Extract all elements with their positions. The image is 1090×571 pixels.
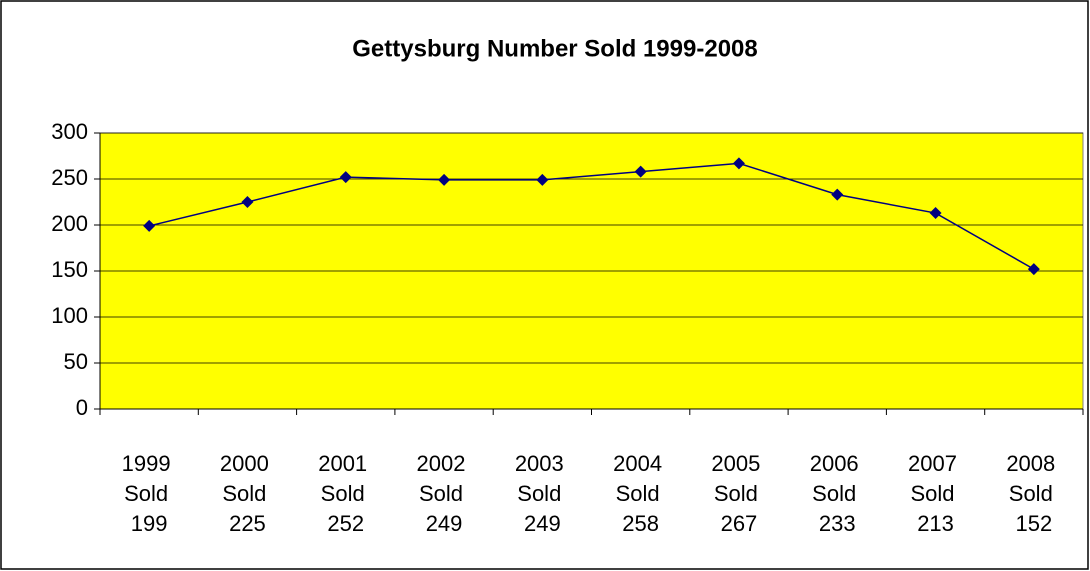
y-tick-label: 100 <box>51 303 88 328</box>
data-point <box>1027 263 1040 276</box>
data-point <box>438 173 451 186</box>
y-tick-label: 50 <box>64 349 88 374</box>
y-tick-label: 250 <box>51 165 88 190</box>
x-tick-label: 2000 Sold 225 <box>220 451 275 536</box>
data-point <box>536 173 549 186</box>
y-tick-label: 150 <box>51 257 88 282</box>
data-point <box>339 171 352 184</box>
data-point <box>732 157 745 170</box>
y-tick-label: 0 <box>76 395 88 420</box>
x-tick-label: 2008 Sold 152 <box>1006 451 1061 536</box>
data-point <box>831 188 844 201</box>
y-tick-label: 200 <box>51 211 88 236</box>
x-tick-label: 2007 Sold 213 <box>908 451 963 536</box>
x-tick-label: 2005 Sold 267 <box>711 451 766 536</box>
x-tick-label: 2004 Sold 258 <box>613 451 668 536</box>
x-tick-label: 1999 Sold 199 <box>122 451 177 536</box>
x-tick-label: 2002 Sold 249 <box>417 451 472 536</box>
series-line <box>148 162 1035 270</box>
data-point <box>929 207 942 220</box>
chart-title: Gettysburg Number Sold 1999-2008 <box>352 35 757 62</box>
data-point <box>634 165 647 178</box>
x-tick-label: 2001 Sold 252 <box>318 451 373 536</box>
x-tick-label: 2003 Sold 249 <box>515 451 570 536</box>
y-tick-label: 300 <box>51 119 88 144</box>
data-point <box>143 219 156 232</box>
data-point <box>241 196 254 208</box>
x-tick-label: 2006 Sold 233 <box>810 451 865 536</box>
